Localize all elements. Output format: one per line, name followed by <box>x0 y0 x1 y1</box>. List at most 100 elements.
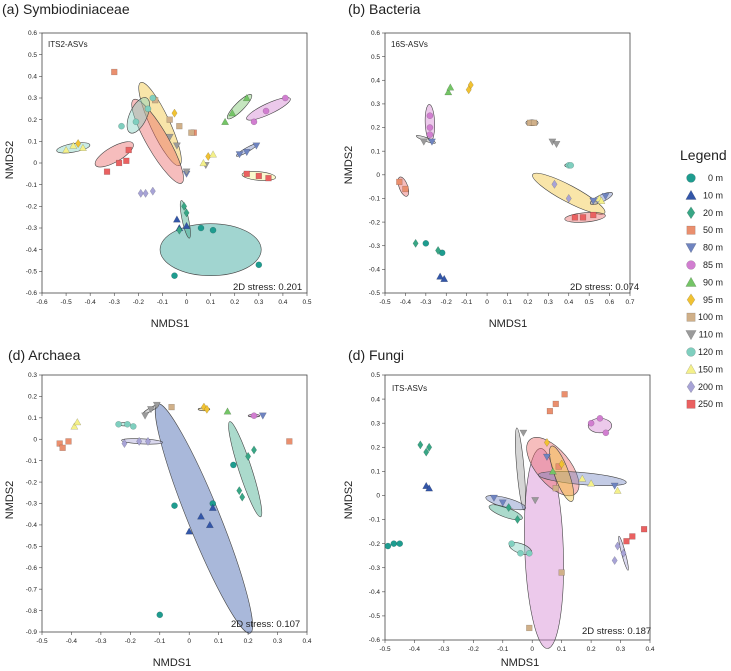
group-ellipse-250m <box>131 98 184 184</box>
y-tick-label: -0.5 <box>369 290 381 297</box>
plot-area: -0.6 -0.5 -0.4 -0.3 -0.2 -0.1 0 0.1 0.2 0.3 0.4 0.5… <box>26 30 312 306</box>
y-tick-label: 0.5 <box>371 372 380 379</box>
point-120m <box>124 420 131 428</box>
point-120m <box>129 423 137 430</box>
point-0m <box>209 226 217 234</box>
y-tick-label: 0.3 <box>371 420 380 427</box>
point-50m <box>286 438 293 445</box>
point-200m <box>145 436 151 446</box>
point-90m <box>223 407 232 415</box>
x-tick-label: 0.2 <box>244 638 253 645</box>
y-tick-label: 0.6 <box>371 30 380 37</box>
point-110m <box>141 412 150 420</box>
point-85m <box>587 419 595 427</box>
point-0m <box>156 611 164 619</box>
legend-item: 95 m <box>686 293 723 307</box>
point-20m <box>236 486 243 496</box>
plot-area: -0.5 -0.4 -0.3 -0.2 -0.1 0 0.1 0.2 0.3 0.4 -0.6 -0.… <box>369 372 655 653</box>
point-110m <box>172 142 181 150</box>
point-20m <box>181 201 188 211</box>
legend-label: 250 m <box>698 399 723 409</box>
panel-title-archaea: (d) Archaea <box>8 347 81 363</box>
x-tick-label: -0.3 <box>438 646 450 653</box>
y-tick-label: -0.9 <box>26 629 38 636</box>
y-tick-label: 0 <box>376 172 380 179</box>
point-20m <box>514 514 521 525</box>
panel-bacteria: -0.5 -0.4 -0.3 -0.2 -0.1 0 0.1 0.2 0.3 0.4 0.5 0.6 0… <box>343 1 639 330</box>
legend-item: 80 m <box>685 243 723 254</box>
point-110m <box>519 429 528 437</box>
y-tick-label: -0.6 <box>26 565 38 572</box>
x-axis-label: NMDS1 <box>501 657 540 669</box>
y-tick-label: 0 <box>33 160 37 167</box>
y-tick-label: 0.2 <box>371 444 380 451</box>
point-10m <box>440 274 449 282</box>
legend-label: 120 m <box>698 347 723 357</box>
point-20m <box>426 442 433 452</box>
point-250m <box>123 157 130 164</box>
point-250m <box>115 159 123 167</box>
point-200m <box>565 193 572 204</box>
legend-item: 10 m <box>685 189 723 200</box>
point-250m <box>125 146 132 154</box>
point-0m <box>396 540 404 547</box>
x-tick-label: 0.1 <box>206 299 215 306</box>
y-tick-label: 0.5 <box>28 52 37 59</box>
point-250m <box>571 214 579 221</box>
point-250m <box>243 170 250 177</box>
x-tick-label: -0.5 <box>379 299 391 306</box>
y-tick-label: 0.2 <box>28 394 37 401</box>
stress-value: 2D stress: 0.201 <box>233 282 302 293</box>
point-85m <box>426 131 434 138</box>
point-150m <box>73 418 82 426</box>
point-20m <box>251 445 257 455</box>
y-tick-label: -0.5 <box>26 269 38 276</box>
point-95m <box>558 459 565 469</box>
point-10m <box>425 484 434 492</box>
point-120m <box>115 420 122 428</box>
point-layer <box>396 80 610 282</box>
x-tick-label: -0.1 <box>497 646 509 653</box>
point-90m <box>446 83 455 91</box>
point-80m <box>601 192 610 201</box>
point-0m <box>255 261 263 269</box>
point-120m <box>567 162 575 169</box>
point-50m <box>396 178 403 186</box>
point-85m <box>282 94 289 102</box>
x-tick-label: -0.1 <box>154 638 166 645</box>
point-80m <box>542 453 551 462</box>
x-axis-label: NMDS1 <box>489 318 528 330</box>
point-250m <box>265 175 272 182</box>
y-axis-label: NMDS2 <box>4 141 16 180</box>
stress-value: 2D stress: 0.107 <box>231 619 300 630</box>
point-layer <box>62 68 289 279</box>
x-tick-label: -0.5 <box>60 299 72 306</box>
x-tick-label: 0.1 <box>557 646 566 653</box>
x-tick-label: 0.6 <box>605 299 614 306</box>
y-tick-label: -0.3 <box>26 225 38 232</box>
point-200m <box>611 555 618 566</box>
legend-item: 200 m <box>686 380 723 394</box>
group-ellipse-110m <box>515 427 526 511</box>
x-tick-label: 0.3 <box>544 299 553 306</box>
point-120m <box>132 118 140 126</box>
y-tick-label: -0.1 <box>26 458 38 465</box>
point-110m <box>146 406 155 414</box>
y-tick-label: 0 <box>376 493 380 500</box>
legend-marker-110m <box>685 330 697 341</box>
x-tick-label: -0.3 <box>109 299 121 306</box>
legend-marker-120m <box>686 347 696 357</box>
x-tick-label: -0.3 <box>420 299 432 306</box>
point-110m <box>531 497 540 505</box>
x-tick-label: -0.1 <box>461 299 473 306</box>
legend-marker-200m <box>686 380 696 394</box>
legend-label: 200 m <box>698 382 723 392</box>
point-110m <box>182 168 191 176</box>
point-120m <box>508 540 515 547</box>
point-50m <box>561 391 568 398</box>
legend-item: 90 m <box>685 276 723 287</box>
point-85m <box>262 107 270 115</box>
point-85m <box>596 415 604 422</box>
point-0m <box>390 540 398 547</box>
point-20m <box>417 440 424 450</box>
